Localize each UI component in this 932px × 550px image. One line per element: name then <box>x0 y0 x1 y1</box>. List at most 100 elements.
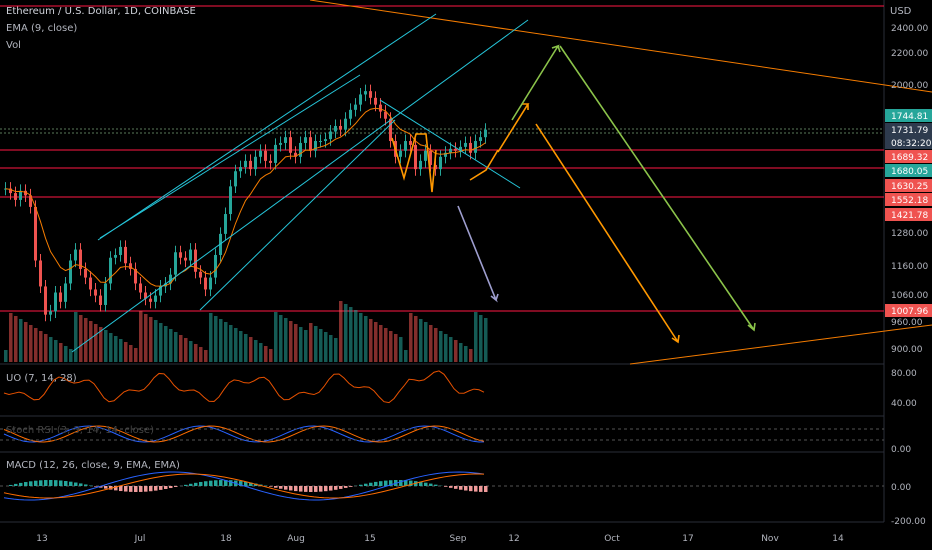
candle-body <box>289 137 292 153</box>
candle-body <box>314 141 317 151</box>
candle-body <box>79 249 82 269</box>
volume-bar <box>364 316 368 362</box>
candle-body <box>259 150 262 157</box>
volume-bar <box>414 316 418 362</box>
price-tick-label: 1280.00 <box>891 229 928 239</box>
time-tick-label: 13 <box>36 534 47 544</box>
candle-body <box>354 104 357 110</box>
macd-bar <box>399 480 403 486</box>
candle-body <box>384 111 387 119</box>
volume-bar <box>379 325 383 362</box>
macd-bar <box>69 481 73 486</box>
candle-body <box>19 190 22 200</box>
volume-bar <box>159 323 163 362</box>
candle-body <box>324 139 327 142</box>
volume-bar <box>204 350 208 362</box>
macd-bar <box>99 486 103 488</box>
macd-bar <box>344 486 348 488</box>
macd-bar <box>144 486 148 492</box>
candle-body <box>239 167 242 172</box>
price-tag-label: 1007.96 <box>891 307 928 317</box>
volume-bar <box>169 329 173 362</box>
macd-bar <box>364 483 368 486</box>
volume-bar <box>469 349 473 362</box>
candle-body <box>184 257 187 261</box>
price-tick-label: 2000.00 <box>891 81 928 91</box>
macd-bar <box>429 483 433 486</box>
macd-line <box>3 471 485 501</box>
green-arrow-up <box>511 44 561 121</box>
candle-body <box>114 254 117 258</box>
candle-body <box>284 137 287 143</box>
price-tag-bg <box>885 193 932 206</box>
macd-bar <box>314 486 318 492</box>
volume-bar <box>424 322 428 362</box>
volume-bar <box>429 325 433 362</box>
orange-small <box>469 149 499 181</box>
macd-bar <box>474 486 478 492</box>
candle-body <box>439 156 442 170</box>
volume-bar <box>389 331 393 362</box>
volume-bar <box>259 343 263 362</box>
macd-bar <box>434 484 438 486</box>
candle-body <box>369 91 372 98</box>
time-tick-label: Nov <box>761 534 779 544</box>
candle-body <box>374 97 377 105</box>
legend-vol: Vol <box>6 40 21 51</box>
macd-bar <box>374 481 378 486</box>
price-tag-bg <box>885 179 932 192</box>
ascending-trendline <box>629 324 932 365</box>
price-tag-label: 1680.05 <box>891 167 928 177</box>
volume-bar <box>329 335 333 362</box>
volume-bar <box>184 338 188 362</box>
volume-bar <box>384 328 388 362</box>
volume-bar <box>274 312 278 362</box>
volume-bar <box>84 318 88 362</box>
macd-bar <box>319 486 323 492</box>
macd-bar <box>24 482 28 486</box>
volume-bar <box>109 333 113 362</box>
candle-body <box>209 277 212 290</box>
macd-bar <box>139 486 143 492</box>
macd-bar <box>44 480 48 486</box>
volume-bar <box>134 348 138 362</box>
macd-bar <box>279 486 283 489</box>
green-arrow-down <box>559 45 756 332</box>
price-tag-label: 1731.79 <box>891 126 928 136</box>
candle-body <box>229 186 232 215</box>
volume-bar <box>219 319 223 362</box>
volume-bar <box>209 313 213 362</box>
volume-bar <box>139 311 143 362</box>
candle-body <box>449 148 452 153</box>
macd-bar <box>284 486 288 490</box>
time-tick-label: 12 <box>508 534 519 544</box>
candle-body <box>279 142 282 145</box>
candle-body <box>359 94 362 105</box>
macd-bar <box>484 486 488 492</box>
volume-bar <box>464 346 468 362</box>
macd-bar <box>389 480 393 486</box>
candle-body <box>199 271 202 278</box>
macd-bar <box>174 486 178 487</box>
volume-bar <box>39 331 43 362</box>
macd-bar <box>159 486 163 490</box>
macd-bar <box>449 486 453 488</box>
candle-body <box>244 160 247 168</box>
candle-body <box>249 160 252 170</box>
candle-body <box>59 292 62 302</box>
volume-bar <box>299 327 303 362</box>
volume-bar <box>419 319 423 362</box>
candle-body <box>464 142 467 147</box>
macd-bar <box>224 480 228 486</box>
volume-bar <box>354 310 358 362</box>
volume-bar <box>189 341 193 362</box>
volume-bar <box>44 334 48 362</box>
macd-bar <box>54 480 58 486</box>
candle-body <box>349 109 352 119</box>
macd-bar <box>129 486 133 492</box>
macd-bar <box>304 486 308 492</box>
currency-label: USD <box>890 6 912 17</box>
descending-trendline <box>309 0 932 93</box>
time-tick-label: 17 <box>682 534 693 544</box>
